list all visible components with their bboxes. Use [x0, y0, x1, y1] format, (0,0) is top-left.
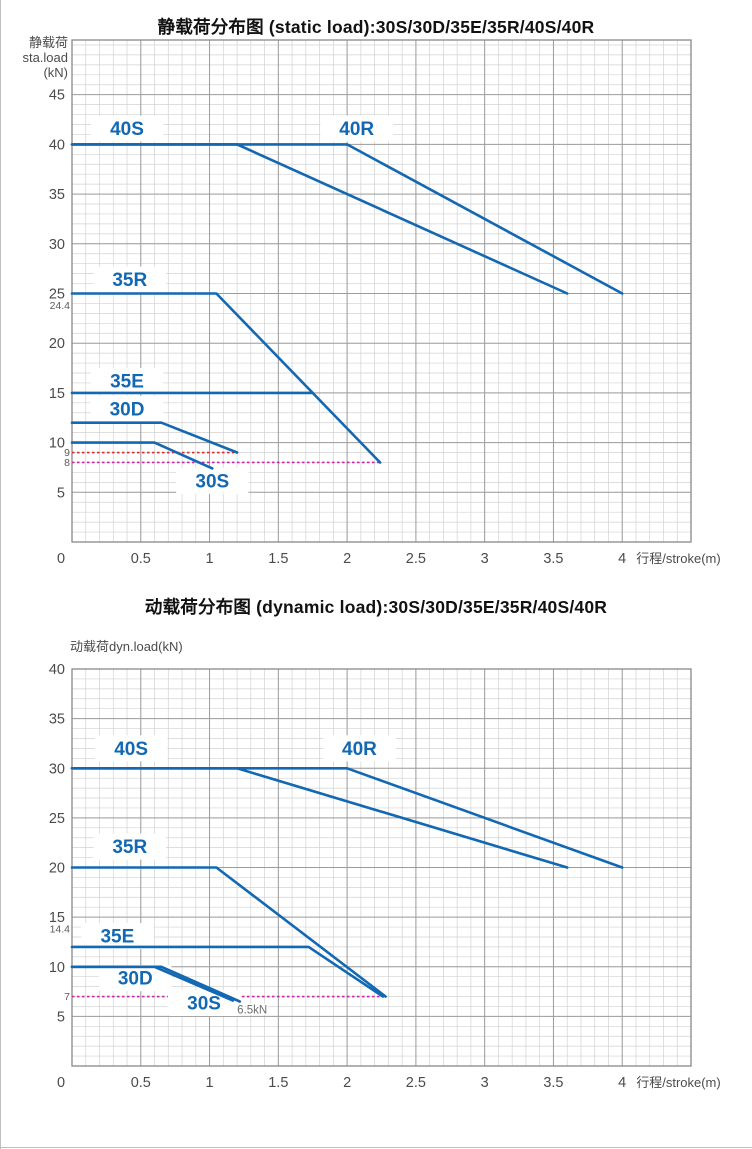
y-tick-label-25: 25: [49, 811, 65, 827]
series-label-35E: 35E: [110, 371, 144, 392]
dynamic-load-chart: 40S 40R 35R 35E 30D 30S 6.5kN 0 0.5 1 1.5 2 2.5 3 3.5 4…: [0, 580, 752, 1149]
x-tick-label-0: 0: [57, 1075, 65, 1091]
series-label-patch-35R: [93, 833, 167, 860]
y-tick-label-20: 20: [49, 336, 65, 352]
x-tick-label-0: 0: [57, 551, 65, 567]
y-extra-tick-label-24.4: 24.4: [50, 300, 71, 312]
page-border-bottom: [0, 1147, 752, 1148]
dynamic-load-chart-title: 动载荷分布图 (dynamic load):30S/30D/35E/35R/40…: [144, 597, 608, 617]
x-tick-label-4: 4: [618, 1075, 626, 1091]
page-border-left: [0, 0, 1, 1149]
series-line-35R: [70, 866, 387, 998]
series-label-30D: 30D: [118, 969, 153, 990]
series-label-30S: 30S: [195, 471, 229, 492]
series-label-40R: 40R: [339, 119, 374, 140]
static-load-chart-title: 静载荷分布图 (static load):30S/30D/35E/35R/40S…: [157, 17, 595, 37]
series-line-30S: [70, 441, 214, 470]
series-label-30D: 30D: [110, 399, 145, 420]
y-tick-label-15: 15: [49, 386, 65, 402]
series-label-35R: 35R: [112, 837, 147, 858]
y-tick-label-40: 40: [49, 662, 65, 678]
dynamic-load-chart-section: 动载荷分布图 (dynamic load):30S/30D/35E/35R/40…: [0, 580, 752, 1149]
y-axis-label-line-0: 静载荷: [29, 35, 68, 50]
series-line-30D: [70, 421, 239, 454]
x-tick-label-1.5: 1.5: [268, 1075, 288, 1091]
y-tick-label-20: 20: [49, 861, 65, 877]
series-line-40R: [70, 143, 624, 295]
x-tick-label-0.5: 0.5: [131, 551, 151, 567]
annotation-6.5kN: 6.5kN: [237, 1004, 267, 1016]
y-tick-label-40: 40: [49, 137, 65, 153]
x-tick-label-2.5: 2.5: [406, 551, 426, 567]
series-line-35R: [70, 292, 382, 464]
series-label-patches: [90, 115, 393, 494]
series-label-35R: 35R: [112, 270, 147, 291]
y-tick-label-5: 5: [57, 485, 65, 501]
series-label-35E: 35E: [100, 926, 134, 947]
series-line-40R: [70, 767, 624, 869]
x-tick-label-3: 3: [481, 1075, 489, 1091]
y-extra-tick-label-7: 7: [64, 991, 70, 1003]
static-load-chart-section: 静载荷分布图 (static load):30S/30D/35E/35R/40S…: [22, 17, 721, 567]
static-load-chart: 40S 40R 35R 35E 30D 30S 0 0.5 1 1.5 2 2.5 3 3.5 4 行程/st…: [22, 35, 721, 567]
y-tick-label-5: 5: [57, 1009, 65, 1025]
y-tick-label-10: 10: [49, 436, 65, 452]
x-tick-label-1: 1: [206, 1075, 214, 1091]
series-label-40S: 40S: [110, 119, 144, 140]
y-tick-label-15: 15: [49, 910, 65, 926]
x-tick-label-3.5: 3.5: [543, 1075, 563, 1091]
y-axis-label-line-2: (kN): [43, 65, 68, 80]
x-axis-label: 行程/stroke(m): [636, 551, 721, 566]
x-tick-label-2: 2: [343, 551, 351, 567]
x-axis-label: 行程/stroke(m): [636, 1075, 721, 1090]
dynamic-load-plot: 40S 40R 35R 35E 30D 30S 6.5kN 0 0.5 1 1.5 2 2.5 3 3.5 4…: [49, 639, 721, 1091]
y-axis-label-line-1: sta.load: [22, 50, 68, 65]
series-label-patch-30D: [90, 395, 164, 422]
series-label-patch-40R: [323, 735, 396, 762]
plot-frame: [71, 39, 692, 543]
y-tick-label-10: 10: [49, 960, 65, 976]
y-tick-label-45: 45: [49, 88, 65, 104]
y-tick-label-25: 25: [49, 286, 65, 302]
y-tick-label-30: 30: [49, 761, 65, 777]
series-label-30S: 30S: [187, 993, 221, 1014]
y-extra-tick-label-9: 9: [64, 447, 70, 459]
series-label-patch-40R: [320, 115, 393, 142]
series-label-patch-35E: [90, 367, 164, 394]
series-label-patch-35E: [81, 922, 154, 949]
x-tick-label-1: 1: [206, 551, 214, 567]
y-tick-label-35: 35: [49, 187, 65, 203]
y-extra-tick-label-14.4: 14.4: [50, 924, 71, 936]
x-tick-label-3.5: 3.5: [543, 551, 563, 567]
x-tick-label-0.5: 0.5: [131, 1075, 151, 1091]
series-label-patch-40S: [94, 735, 168, 762]
static-load-plot: 40S 40R 35R 35E 30D 30S 0 0.5 1 1.5 2 2.5 3 3.5 4 行程/st…: [22, 35, 721, 567]
series-line-30S: [70, 965, 235, 1002]
y-tick-label-30: 30: [49, 237, 65, 253]
series-label-patch-40S: [90, 115, 164, 142]
series-label-patch-35R: [93, 266, 167, 293]
x-tick-label-4: 4: [618, 551, 626, 567]
y-extra-tick-label-8: 8: [64, 457, 70, 469]
y-tick-label-35: 35: [49, 712, 65, 728]
y-axis-label-line-0: 动载荷dyn.load(kN): [70, 639, 183, 654]
series-label-patch-30S: [176, 467, 249, 494]
x-tick-label-2: 2: [343, 1075, 351, 1091]
x-tick-label-2.5: 2.5: [406, 1075, 426, 1091]
series-line-35E: [70, 945, 385, 998]
series-label-40R: 40R: [342, 739, 377, 760]
x-tick-label-3: 3: [481, 551, 489, 567]
series-label-40S: 40S: [114, 739, 148, 760]
x-tick-label-1.5: 1.5: [268, 551, 288, 567]
series-label-patch-30D: [99, 965, 172, 992]
